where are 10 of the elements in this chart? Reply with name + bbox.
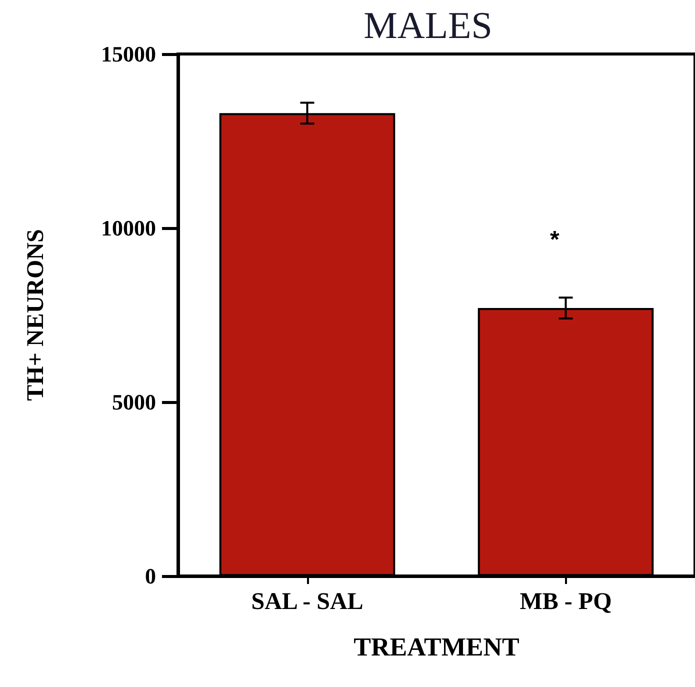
x-tick-label: MB - PQ: [520, 589, 612, 615]
y-tick-label: 5000: [112, 390, 156, 414]
y-tick-label: 15000: [101, 42, 156, 66]
annotation: *: [550, 226, 560, 254]
chart-title: MALES: [364, 5, 492, 47]
y-tick-label: 10000: [101, 216, 156, 240]
y-tick-label: 0: [145, 564, 156, 588]
x-tick-label: SAL - SAL: [251, 589, 364, 615]
y-axis-title: TH+ NEURONS: [23, 229, 49, 401]
x-axis-title: TREATMENT: [354, 632, 520, 662]
